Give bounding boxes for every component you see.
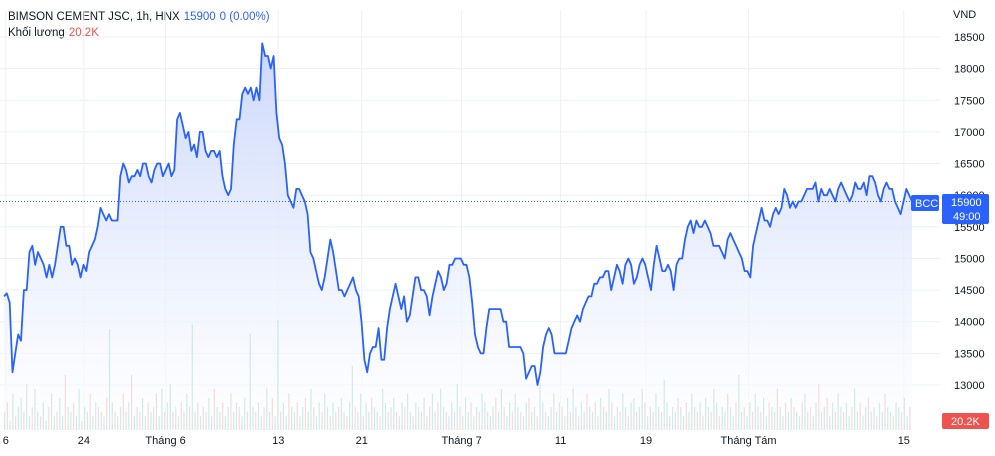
price-area-fill bbox=[4, 43, 912, 431]
countdown-tag-text: 49:00 bbox=[953, 211, 981, 223]
time-tick-label: 6 bbox=[3, 435, 9, 447]
price-tick-label: 13500 bbox=[954, 348, 985, 360]
price-tick-label: 16500 bbox=[954, 159, 985, 171]
price-tick-label: 17000 bbox=[954, 127, 985, 139]
symbol-legend-row[interactable]: BIMSON CEMENT JSC, 1h, HNX 15900 0 (0.00… bbox=[8, 9, 270, 25]
time-tick-label: 24 bbox=[78, 435, 90, 447]
price-line bbox=[3, 42, 913, 386]
time-tick-label: 11 bbox=[555, 435, 566, 447]
symbol-price-tag: BCC bbox=[911, 195, 939, 211]
volume-label: Khối lượng bbox=[8, 27, 65, 39]
price-tick-label: 13000 bbox=[954, 380, 985, 392]
volume-tag-bg bbox=[942, 413, 989, 429]
time-tick-label: 19 bbox=[640, 435, 652, 447]
time-tick-label: 15 bbox=[898, 435, 910, 447]
time-tick-label: Tháng 7 bbox=[441, 435, 481, 447]
price-tick-label: 17500 bbox=[954, 95, 985, 107]
current-price-tag-bg bbox=[942, 194, 989, 224]
price-tick-label: 14000 bbox=[954, 317, 985, 329]
volume-tag-text: 20.2K bbox=[951, 416, 980, 428]
symbol-label: BIMSON CEMENT JSC, 1h, HNX bbox=[8, 11, 180, 23]
current-price-tag-text: 15900 bbox=[951, 197, 982, 209]
price-change-value: 0 (0.00%) bbox=[219, 11, 270, 23]
last-price-value: 15900 bbox=[183, 11, 216, 23]
price-tick-label: 15000 bbox=[954, 253, 985, 265]
current-price-tag: 15900 49:00 bbox=[942, 194, 989, 224]
price-tick-label: 15500 bbox=[954, 222, 985, 234]
symbol-tag-bg bbox=[911, 195, 939, 211]
time-axis[interactable]: 6 24 Tháng 6 13 21 Tháng 7 11 19 Tháng Tám 15 bbox=[3, 435, 910, 447]
price-tick-label: 18000 bbox=[954, 64, 985, 76]
price-tick-label: 18500 bbox=[954, 32, 985, 44]
chart-legend: BIMSON CEMENT JSC, 1h, HNX 15900 0 (0.00… bbox=[8, 9, 270, 41]
time-tick-label: Tháng Tám bbox=[721, 435, 777, 447]
price-axis-unit: VND bbox=[953, 9, 976, 21]
time-tick-label: 21 bbox=[356, 435, 368, 447]
price-tick-label: 14500 bbox=[954, 285, 985, 297]
volume-tag: 20.2K bbox=[942, 413, 989, 429]
time-tick-label: 13 bbox=[272, 435, 284, 447]
time-tick-label: Tháng 6 bbox=[145, 435, 185, 447]
symbol-tag-text: BCC bbox=[915, 198, 938, 210]
